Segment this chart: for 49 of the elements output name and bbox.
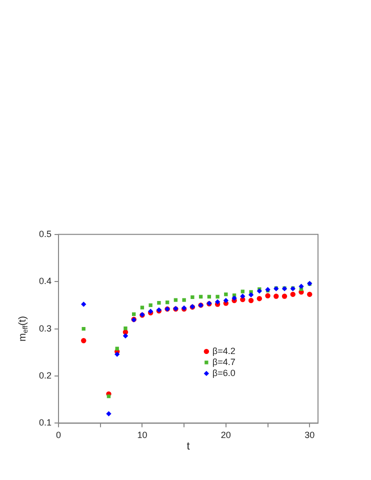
point — [223, 298, 229, 304]
point — [81, 338, 86, 344]
point — [282, 294, 288, 299]
x-tick-label: 10 — [137, 430, 148, 440]
x-tick-label: 0 — [56, 430, 62, 440]
point — [307, 292, 312, 297]
point — [248, 298, 254, 304]
point — [265, 293, 270, 298]
point — [148, 303, 152, 308]
point — [224, 292, 228, 296]
point — [214, 299, 220, 304]
point — [207, 294, 212, 299]
point — [290, 292, 296, 297]
point — [274, 294, 279, 299]
point — [240, 290, 245, 294]
point — [182, 298, 186, 302]
point — [124, 326, 128, 330]
point — [256, 288, 262, 294]
point — [232, 296, 237, 301]
point — [82, 326, 86, 331]
y-tick-label: 0.5 — [38, 228, 52, 239]
point — [106, 394, 111, 398]
point — [157, 301, 161, 305]
point — [140, 306, 144, 310]
point — [106, 411, 112, 416]
y-tick-label: 0.2 — [38, 370, 52, 380]
point — [132, 312, 136, 316]
point — [256, 296, 262, 302]
point — [190, 295, 194, 300]
point — [174, 298, 178, 302]
legend-label: β=4.7 — [212, 356, 236, 367]
x-axis-title: t — [186, 440, 190, 453]
point — [248, 292, 254, 298]
y-tick-label: 0.3 — [38, 323, 52, 334]
legend-label: β=4.2 — [212, 346, 236, 356]
legend-label: β=6.0 — [212, 368, 236, 378]
point — [115, 346, 119, 350]
point — [81, 302, 86, 307]
x-tick-label: 30 — [304, 430, 315, 440]
point — [114, 352, 120, 357]
point — [122, 333, 128, 338]
point — [240, 294, 246, 299]
point — [198, 294, 203, 299]
point — [298, 284, 304, 289]
x-tick-label: 20 — [220, 430, 231, 440]
y-tick-label: 0.1 — [38, 418, 52, 428]
y-tick-label: 0.4 — [38, 276, 52, 286]
point — [216, 294, 220, 299]
point — [165, 300, 170, 304]
